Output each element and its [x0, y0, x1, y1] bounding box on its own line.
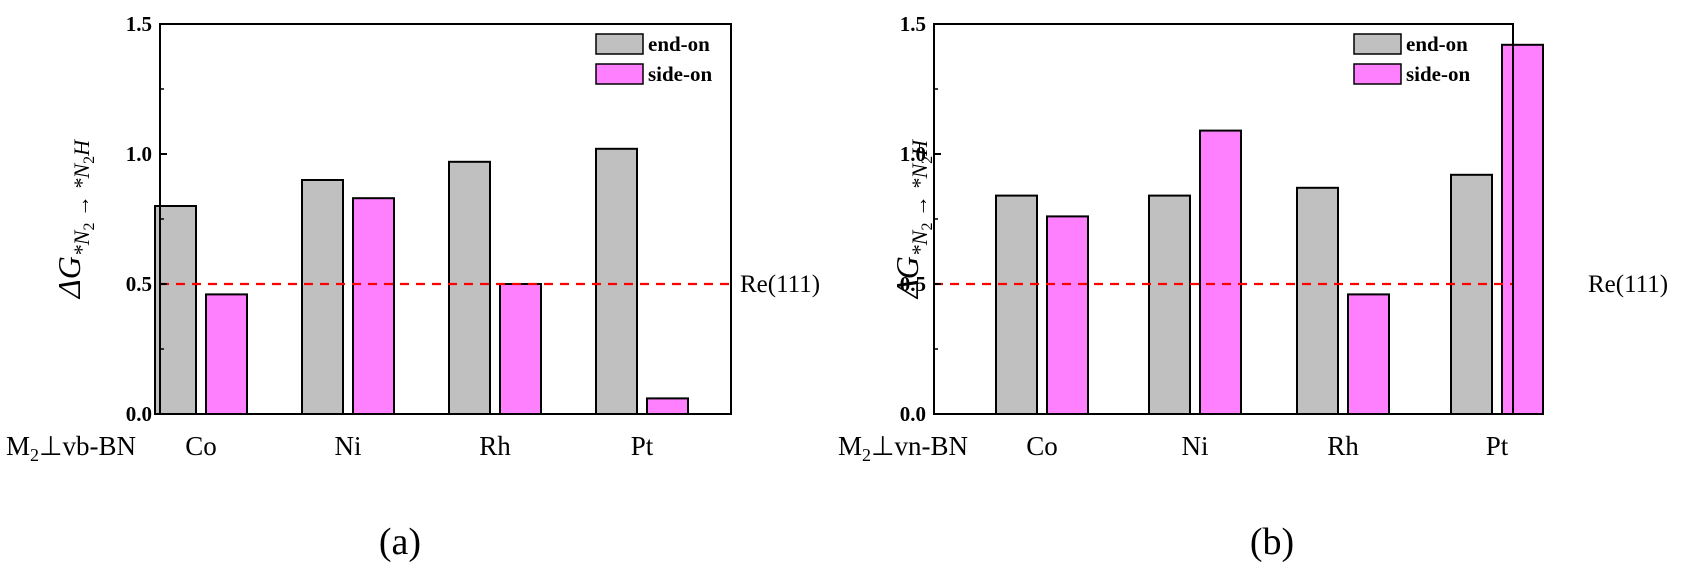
- ylabel-sub-2-tail: H: [907, 139, 932, 157]
- x-tick-label: Ni: [335, 431, 362, 461]
- bar-side-on-ni: [352, 197, 395, 415]
- y-tick-label: 1.5: [126, 12, 152, 36]
- legend-label-side-on: side-on: [648, 62, 713, 86]
- ylabel-sub-1-index: 2: [919, 223, 936, 231]
- ylabel-delta-g: ΔG: [51, 256, 87, 300]
- ylabel-arrow: →: [69, 190, 94, 223]
- x-tick-label: Ni: [1182, 431, 1209, 461]
- substrate-label-rest: ⊥vb-BN: [39, 431, 136, 461]
- ylabel-sub-1: *N: [69, 229, 94, 256]
- ylabel-sub-1: *N: [907, 229, 932, 256]
- bar-side-on-co: [205, 293, 248, 415]
- bar-end-on-ni: [1148, 194, 1191, 415]
- substrate-label: M2⊥vb-BN: [6, 431, 136, 465]
- bar-end-on-ni: [301, 179, 344, 415]
- bar-end-on-rh: [448, 160, 491, 415]
- x-tick-label: Pt: [1486, 431, 1509, 461]
- y-tick-label: 1.5: [900, 12, 926, 36]
- bar-side-on-co: [1046, 215, 1089, 415]
- ylabel-sub-2: *N: [907, 163, 932, 190]
- x-tick-label: Pt: [631, 431, 654, 461]
- bar-side-on-rh: [1347, 293, 1390, 415]
- bar-side-on-ni: [1199, 129, 1242, 415]
- y-tick-label: 0.0: [126, 402, 152, 426]
- bar-end-on-pt: [595, 147, 638, 416]
- x-tick-label: Co: [185, 431, 217, 461]
- ylabel-delta-g: ΔG: [889, 256, 925, 300]
- substrate-label-subscript: 2: [862, 445, 871, 465]
- y-tick-label: 0.5: [900, 272, 926, 296]
- x-tick-label: Co: [1026, 431, 1058, 461]
- bar-end-on-pt: [1450, 173, 1493, 415]
- bar-side-on-pt: [646, 397, 689, 415]
- y-tick-label: 0.0: [900, 402, 926, 426]
- legend-label-end-on: end-on: [1406, 32, 1468, 56]
- legend-swatch-end-on: [595, 33, 644, 55]
- bar-end-on-co: [995, 194, 1038, 415]
- legend-swatch-side-on: [1353, 63, 1402, 85]
- legend-swatch-end-on: [1353, 33, 1402, 55]
- chart-panel-b: Re(111)0.00.51.01.5Co Ni Rh PtM2⊥vn-BNΔG*N2…: [838, 12, 1668, 563]
- substrate-label-base: M: [838, 431, 862, 461]
- reference-label: Re(111): [740, 271, 820, 298]
- ylabel-sub-2-index: 2: [919, 156, 936, 164]
- bar-end-on-rh: [1296, 186, 1339, 415]
- ylabel-sub-2: *N: [69, 163, 94, 190]
- bar-end-on-co: [154, 205, 197, 415]
- bar-side-on-rh: [499, 283, 542, 415]
- panel-label: (a): [379, 521, 421, 563]
- y-tick-label: 0.5: [126, 272, 152, 296]
- substrate-label-base: M: [6, 431, 30, 461]
- x-tick-label: Rh: [479, 431, 511, 461]
- legend-label-side-on: side-on: [1406, 62, 1471, 86]
- chart-panel-a: Re(111)0.00.51.01.5Co Ni Rh PtM2⊥vb-BNΔG*N2…: [6, 12, 820, 563]
- ylabel-sub-2-index: 2: [81, 156, 98, 164]
- legend-label-end-on: end-on: [648, 32, 710, 56]
- ylabel-sub-1-index: 2: [81, 223, 98, 231]
- reference-label: Re(111): [1588, 271, 1668, 298]
- x-tick-label: Rh: [1327, 431, 1359, 461]
- y-tick-label: 1.0: [900, 142, 926, 166]
- y-axis-label: ΔG*N2 → *N2H: [889, 139, 936, 300]
- ylabel-arrow: →: [907, 190, 932, 223]
- substrate-label-rest: ⊥vn-BN: [871, 431, 968, 461]
- legend-swatch-side-on: [595, 63, 644, 85]
- y-axis-label: ΔG*N2 → *N2H: [51, 139, 98, 300]
- bar-side-on-pt: [1501, 43, 1544, 416]
- ylabel-sub-2-tail: H: [69, 139, 94, 157]
- y-tick-label: 1.0: [126, 142, 152, 166]
- substrate-label: M2⊥vn-BN: [838, 431, 968, 465]
- panel-label: (b): [1250, 521, 1294, 563]
- substrate-label-subscript: 2: [30, 445, 39, 465]
